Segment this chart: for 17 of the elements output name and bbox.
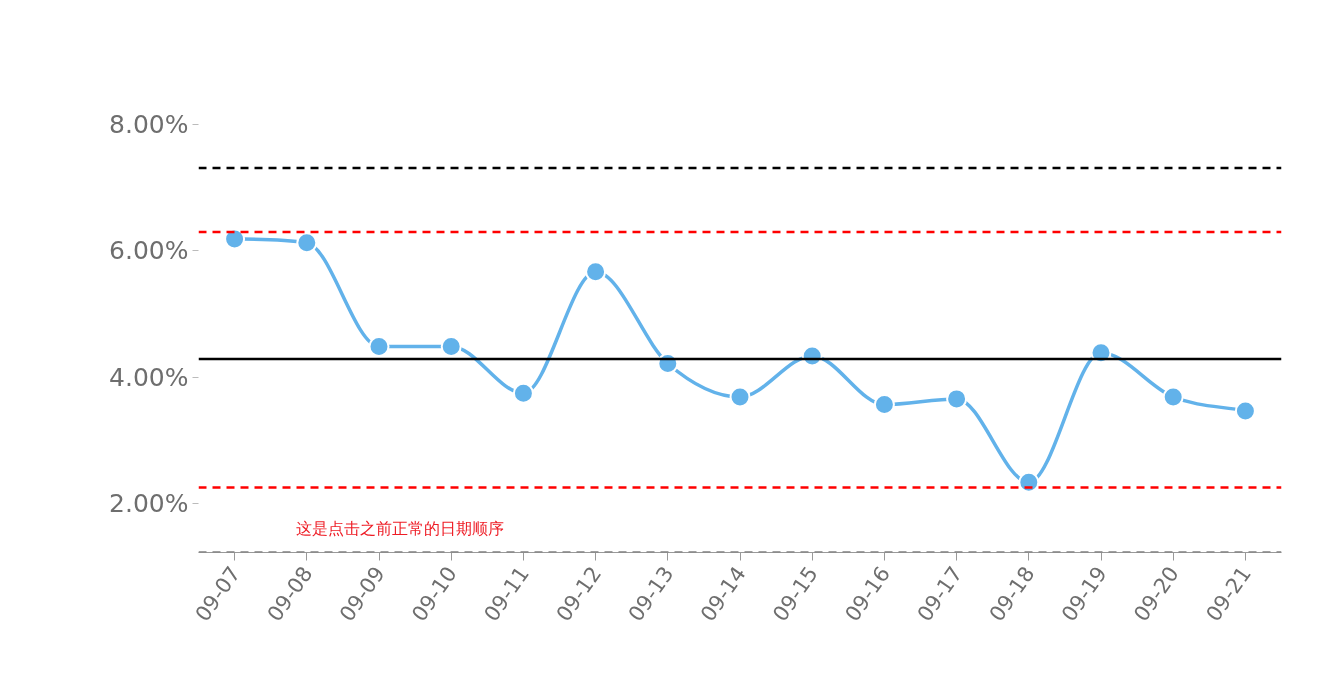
point — [946, 388, 968, 410]
point — [296, 232, 318, 254]
point — [440, 335, 462, 357]
point — [368, 335, 390, 357]
point — [1234, 400, 1256, 422]
y-tick-label: 2.00% — [109, 489, 189, 519]
point — [1162, 386, 1184, 408]
point — [1018, 471, 1040, 493]
y-tick-label: 8.00% — [109, 110, 189, 139]
point — [224, 228, 246, 250]
point — [512, 382, 534, 404]
point — [585, 261, 607, 283]
y-tick-label: 6.00% — [109, 236, 189, 266]
point — [729, 386, 751, 408]
annotation: 这是点击之前正常的日期顺序 — [295, 519, 504, 539]
y-tick-label: 4.00% — [109, 362, 189, 392]
point — [873, 394, 895, 416]
